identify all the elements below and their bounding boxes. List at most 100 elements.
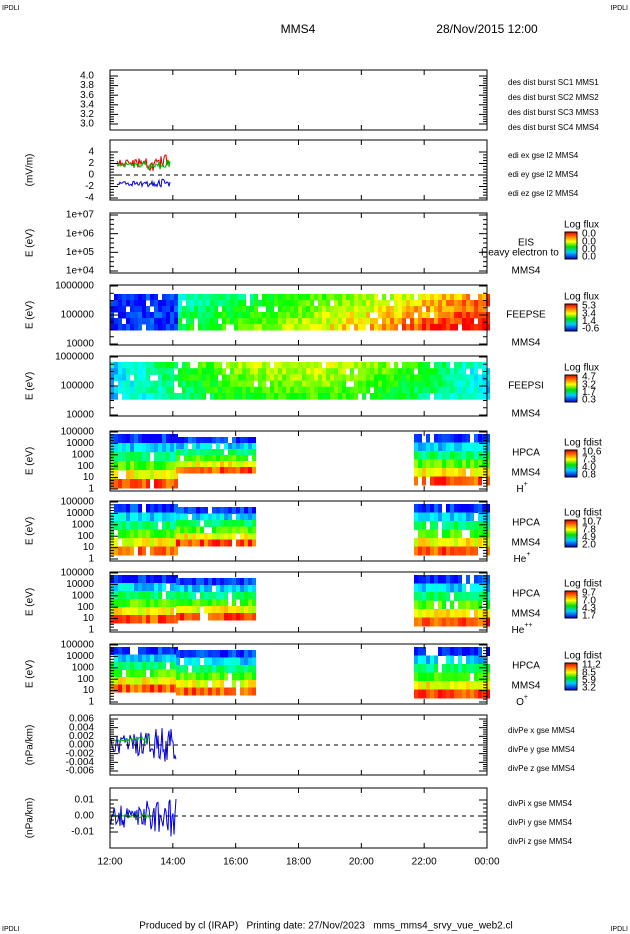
spectrogram-cell <box>252 449 256 456</box>
spectrogram-cell <box>438 434 442 443</box>
spectrogram-cell <box>232 606 236 614</box>
instrument-label: HPCA <box>512 518 540 529</box>
spectrogram-cell <box>414 504 418 513</box>
spectrogram-cell <box>170 294 174 301</box>
spectrogram-cell <box>200 680 204 688</box>
spectrogram-cell <box>262 362 266 369</box>
trace <box>109 798 177 837</box>
spectrogram-cell <box>154 521 158 530</box>
spectrogram-cell <box>402 393 406 400</box>
spectrogram-cell <box>186 368 190 375</box>
spectrogram-cell <box>154 461 158 471</box>
spectrogram-cell <box>180 467 184 474</box>
spectrogram-cell <box>180 461 184 468</box>
spectrogram-cell <box>334 324 338 331</box>
spectrogram-cell <box>326 368 330 375</box>
spectrogram-cell <box>478 617 482 627</box>
spectrogram-cell <box>466 300 470 307</box>
spectrogram-cell <box>138 443 142 453</box>
spectrogram-cell <box>426 672 430 682</box>
spectrogram-cell <box>248 437 252 444</box>
spectrogram-cell <box>222 368 226 375</box>
spectrogram-cell <box>114 434 118 444</box>
spectrogram-cell <box>166 393 170 400</box>
y-axis-label: E (eV) <box>25 372 36 400</box>
spectrogram-cell <box>126 479 130 489</box>
spectrogram-cell <box>486 647 490 656</box>
spectrogram-cell <box>200 687 204 696</box>
spectrogram-cell <box>232 665 236 673</box>
spectrogram-cell <box>466 609 470 618</box>
spectrogram-cell <box>418 647 422 656</box>
spectrogram-cell <box>154 669 158 678</box>
spectrogram-cell <box>450 312 454 319</box>
y-tick-label: 1 <box>88 554 94 565</box>
spectrogram-cell <box>414 609 418 618</box>
spectrogram-cell <box>346 386 350 394</box>
spectrogram-cell <box>434 324 438 331</box>
spectrogram-cell <box>438 609 442 618</box>
spectrogram-cell <box>208 687 212 696</box>
spectrogram-cell <box>214 368 218 375</box>
spectrogram-cell <box>366 318 370 325</box>
spectrogram-cell <box>422 681 426 690</box>
spectrogram-cell <box>414 617 418 627</box>
spectrogram-cell <box>158 380 162 388</box>
spectrogram-cell <box>178 324 182 331</box>
spectrogram-cell <box>458 647 462 656</box>
spectrogram-cell <box>150 615 154 624</box>
spectrogram-cell <box>122 538 126 547</box>
spectrogram-cell <box>338 300 342 307</box>
spectrogram-cell <box>210 393 214 400</box>
colorbar-label: 7.0 <box>582 595 596 606</box>
spectrogram-cell <box>244 455 248 462</box>
spectrogram-cell <box>234 368 238 375</box>
spectrogram-cell <box>294 368 298 375</box>
spectrogram-cell <box>290 312 294 319</box>
spectrogram-cell <box>290 368 294 375</box>
spectrogram-cell <box>134 607 138 616</box>
spectrogram-cell <box>154 380 158 388</box>
spectrogram-cell <box>446 374 450 382</box>
spectrogram-cell <box>114 669 118 678</box>
spectrogram-cell <box>390 393 394 400</box>
spectrogram-cell <box>202 324 206 331</box>
colorbar <box>564 519 578 548</box>
spacecraft-title: MMS4 <box>281 22 316 36</box>
spectrogram-cell <box>286 362 290 369</box>
spectrogram-cell <box>216 672 220 681</box>
x-tick-label: 14:00 <box>160 857 185 868</box>
spectrogram-cell <box>206 300 210 307</box>
spectrogram-cell <box>486 583 490 593</box>
spectrogram-cell <box>122 479 126 489</box>
spectrogram-cell <box>430 575 434 584</box>
corner-mark: IPDLI <box>610 926 628 933</box>
y-tick-label: 100000 <box>61 310 95 321</box>
spectrogram-cell <box>240 585 244 593</box>
spectrogram-cell <box>466 672 470 682</box>
spectrogram-cell <box>478 521 482 530</box>
spectrogram-cell <box>282 386 286 394</box>
spectrogram-cell <box>180 606 184 614</box>
spectrogram-cell <box>394 386 398 394</box>
spectrogram-cell <box>216 665 220 673</box>
spectrogram-cell <box>252 455 256 462</box>
y-axis-label: (nPa/km) <box>25 798 36 839</box>
spectrogram-cell <box>182 386 186 394</box>
spectrogram-cell <box>274 294 278 301</box>
spectrogram-cell <box>244 585 248 593</box>
spectrogram-cell <box>174 470 178 480</box>
spectrogram-cell <box>150 386 154 394</box>
spectrogram-cell <box>470 468 474 477</box>
spectrogram-cell <box>188 650 192 658</box>
spectrogram-cell <box>158 479 162 489</box>
spectrogram-cell <box>342 368 346 375</box>
spectrogram-cell <box>180 507 184 514</box>
spectrogram-cell <box>186 362 190 369</box>
spectrogram-cell <box>430 664 434 673</box>
spectrogram-cell <box>438 442 442 452</box>
spectrogram-cell <box>418 529 422 539</box>
spectrogram-cell <box>184 520 188 527</box>
spectrogram-cell <box>218 393 222 400</box>
spectrogram-cell <box>442 386 446 394</box>
